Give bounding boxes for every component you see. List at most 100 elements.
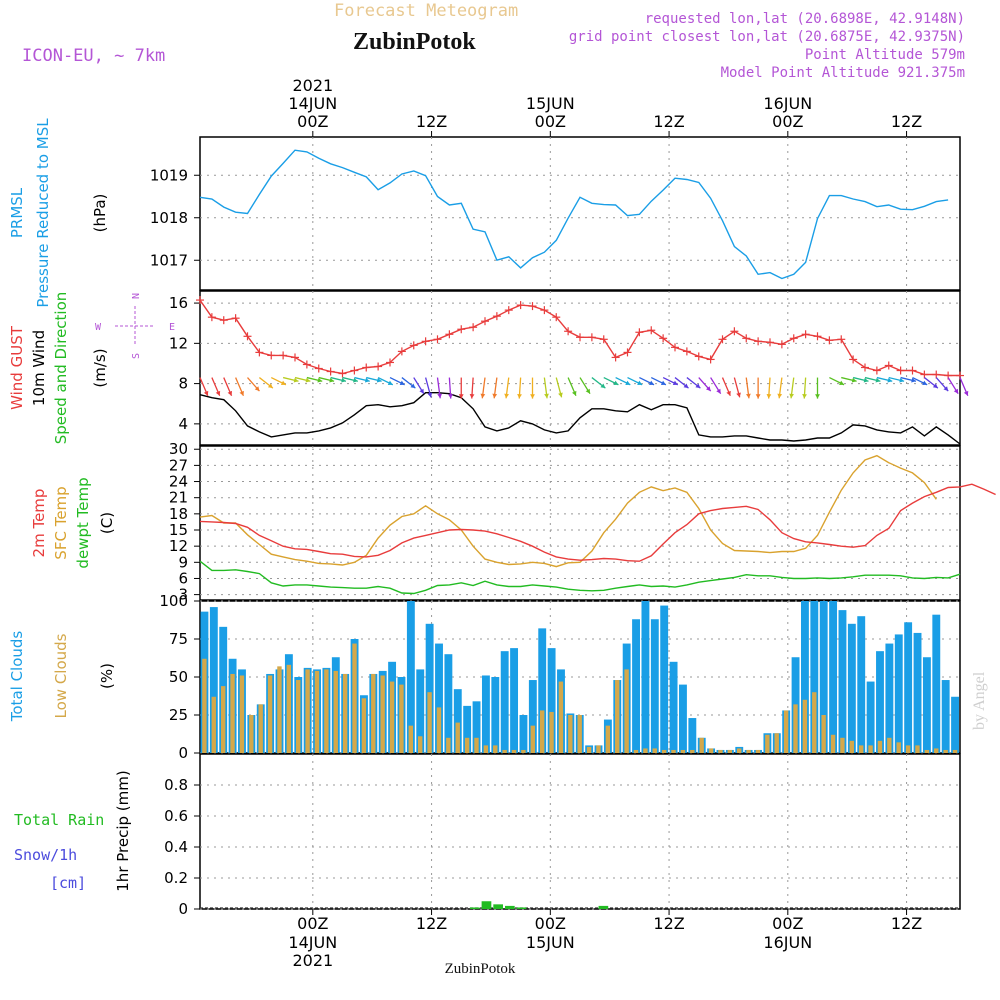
low-cloud-bar [446,737,451,753]
y-tick-label: 18 [169,505,188,523]
low-cloud-bar [746,749,751,753]
total-cloud-bar [406,601,415,753]
ylabel-direction: Speed and Direction [52,292,70,445]
y-tick-label: 50 [169,668,188,686]
y-tick-label: 0.8 [164,776,188,794]
total-cloud-bar [951,696,959,753]
x-tick-label-top: 00Z [297,112,328,131]
wind-arrow-head [953,388,959,394]
total-cloud-bar [679,684,687,753]
low-cloud-bar [389,681,395,753]
low-cloud-bar [230,673,235,753]
x-tick-label-bottom: 12Z [416,914,447,933]
total-cloud-bar [538,628,547,753]
low-cloud-bar [802,699,808,753]
low-cloud-bar [493,745,498,753]
wind-arrow-head [492,393,498,399]
total-cloud-bar [941,680,950,753]
rain-bar [493,904,503,909]
low-cloud-bar [690,749,695,753]
total-cloud-bar [519,715,528,753]
low-cloud-bar [905,745,911,753]
low-cloud-bar [765,734,770,753]
low-cloud-bar [249,715,254,753]
low-cloud-bar [661,749,667,753]
temp-2m-line [199,483,996,562]
low-cloud-bar [239,675,245,753]
low-cloud-bar [399,684,404,753]
model-name: ICON-EU, ~ 7km [22,46,165,66]
wind-arrow-head [887,377,893,383]
rain-bar [598,905,609,909]
panel-frame [199,136,961,291]
x-tick-label-bottom: 00Z [535,914,566,933]
chart-subtitle: Forecast Meteogram [334,1,518,21]
wind-arrow-head [863,377,869,383]
wind-arrow-head [293,377,299,383]
y-tick-label: 0 [178,744,188,762]
y-tick-label: 9 [178,553,188,571]
wind-arrow-head [625,380,631,385]
y-tick-label: 0.2 [164,869,188,887]
total-cloud-bar [528,680,537,753]
x-date-label-top: 14JUN [288,94,337,113]
panel-frame [199,753,961,910]
panel-frame [199,445,961,601]
x-date-label-top: 15JUN [526,94,575,113]
total-cloud-bar [866,681,875,753]
low-cloud-bar [464,737,470,753]
total-cloud-bar [481,675,490,753]
wind-arrow-head [458,394,464,399]
low-cloud-bar [324,669,329,753]
low-cloud-bar [427,692,432,753]
low-cloud-bar [202,658,207,753]
wind-arrow-head [215,390,221,396]
total-cloud-bar [453,689,462,753]
low-cloud-bar [755,749,761,753]
total-cloud-bar [425,623,434,753]
low-cloud-bar [934,748,939,753]
model-altitude: Model Point Altitude 921.375m [721,65,965,81]
low-cloud-bar [737,748,742,753]
low-cloud-bar [371,673,376,753]
y-tick-label: 15 [169,521,188,539]
y-tick-label: 8 [178,375,188,393]
low-cloud-bar [333,670,338,753]
x-tick-label-bottom: 12Z [653,914,684,933]
y-tick-label: 0.6 [164,807,188,825]
x-tick-label-bottom: 00Z [772,914,803,933]
low-cloud-bar [352,643,357,753]
total-cloud-bar [932,614,941,753]
y-tick-label: 100 [159,592,188,610]
wind-arrow-head [427,392,433,398]
ylabel-prmsl: PRMSL [8,187,26,238]
y-tick-label: 1018 [150,209,188,227]
low-cloud-bar [868,745,873,753]
wind-arrow-head [943,386,949,392]
closest-coords: grid point closest lon,lat (20.6875E, 42… [569,29,965,45]
total-cloud-bar [876,651,884,753]
low-cloud-bar [418,736,423,753]
legend-snow-unit: [cm] [50,874,86,892]
y-tick-label: 27 [169,456,188,474]
y-tick-label: 1019 [150,166,188,184]
x-year-label-bottom: 2021 [292,951,333,970]
x-tick-label-bottom: 00Z [297,914,328,933]
low-cloud-bar [286,664,292,753]
ylabel-precip: 1hr Precip (mm) [114,770,132,891]
wind-arrow-head [875,377,881,383]
wind-arrow-head [317,377,323,383]
total-cloud-bar [857,616,866,753]
wind-arrow-head [963,390,969,396]
rain-bar [505,905,515,909]
footer-station: ZubinPotok [445,961,516,977]
wind-arrow-head [530,394,535,399]
x-tick-label-top: 00Z [535,112,566,131]
total-cloud-bar [416,669,425,753]
wind-arrow-head [911,377,916,383]
wind-arrow-head [746,393,751,399]
total-cloud-bar [472,701,481,753]
total-cloud-bar [632,619,640,753]
total-cloud-bar [660,605,669,753]
total-cloud-bar [209,607,218,753]
